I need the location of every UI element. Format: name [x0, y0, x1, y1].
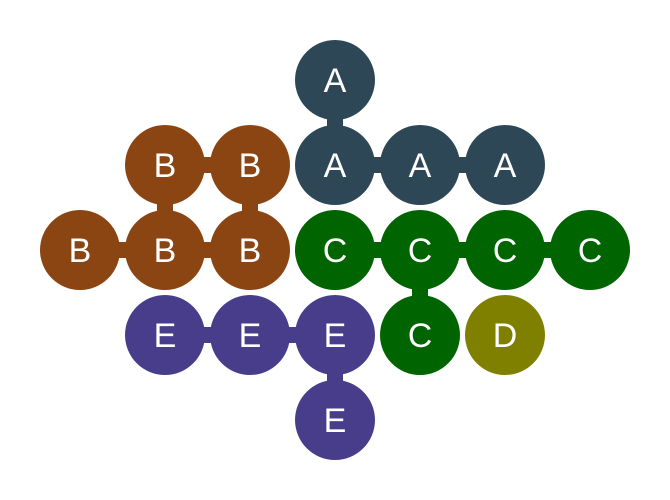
- node-e: E: [295, 380, 375, 460]
- node-e: E: [295, 295, 375, 375]
- node-label: A: [409, 147, 432, 185]
- node-a: A: [380, 125, 460, 205]
- node-c: C: [380, 210, 460, 290]
- node-circle: [40, 210, 120, 290]
- node-label: B: [239, 147, 262, 185]
- node-b: B: [125, 210, 205, 290]
- node-b: B: [210, 125, 290, 205]
- node-label: C: [578, 232, 603, 270]
- node-label: A: [324, 147, 347, 185]
- node-label: C: [408, 232, 433, 270]
- node-circle: [295, 210, 375, 290]
- node-label: B: [239, 232, 262, 270]
- node-e: E: [125, 295, 205, 375]
- node-circle: [380, 210, 460, 290]
- node-c: C: [295, 210, 375, 290]
- node-circle: [210, 210, 290, 290]
- node-circle: [550, 210, 630, 290]
- node-c: C: [465, 210, 545, 290]
- node-a: A: [295, 40, 375, 120]
- node-label: E: [324, 402, 347, 440]
- node-label: C: [323, 232, 348, 270]
- node-circle: [210, 125, 290, 205]
- node-b: B: [210, 210, 290, 290]
- nodes-layer: A B B A A A B B B C C C C E E E C D E: [40, 40, 630, 460]
- node-label: E: [154, 317, 177, 355]
- node-circle: [125, 295, 205, 375]
- node-label: E: [324, 317, 347, 355]
- node-c: C: [550, 210, 630, 290]
- node-label: A: [494, 147, 517, 185]
- node-circle: [295, 295, 375, 375]
- node-label: B: [154, 147, 177, 185]
- node-b: B: [125, 125, 205, 205]
- node-circle: [125, 125, 205, 205]
- node-a: A: [295, 125, 375, 205]
- node-circle: [210, 295, 290, 375]
- node-circle: [125, 210, 205, 290]
- node-circle: [295, 125, 375, 205]
- node-label: E: [239, 317, 262, 355]
- node-a: A: [465, 125, 545, 205]
- node-circle: [465, 295, 545, 375]
- node-circle: [465, 210, 545, 290]
- node-e: E: [210, 295, 290, 375]
- node-label: B: [154, 232, 177, 270]
- node-circle: [380, 295, 460, 375]
- node-label: B: [69, 232, 92, 270]
- node-c: C: [380, 295, 460, 375]
- node-circle: [465, 125, 545, 205]
- node-circle: [295, 40, 375, 120]
- node-label: D: [493, 317, 518, 355]
- node-circle: [295, 380, 375, 460]
- node-label: C: [493, 232, 518, 270]
- node-d: D: [465, 295, 545, 375]
- node-label: A: [324, 62, 347, 100]
- node-label: C: [408, 317, 433, 355]
- node-circle: [380, 125, 460, 205]
- node-b: B: [40, 210, 120, 290]
